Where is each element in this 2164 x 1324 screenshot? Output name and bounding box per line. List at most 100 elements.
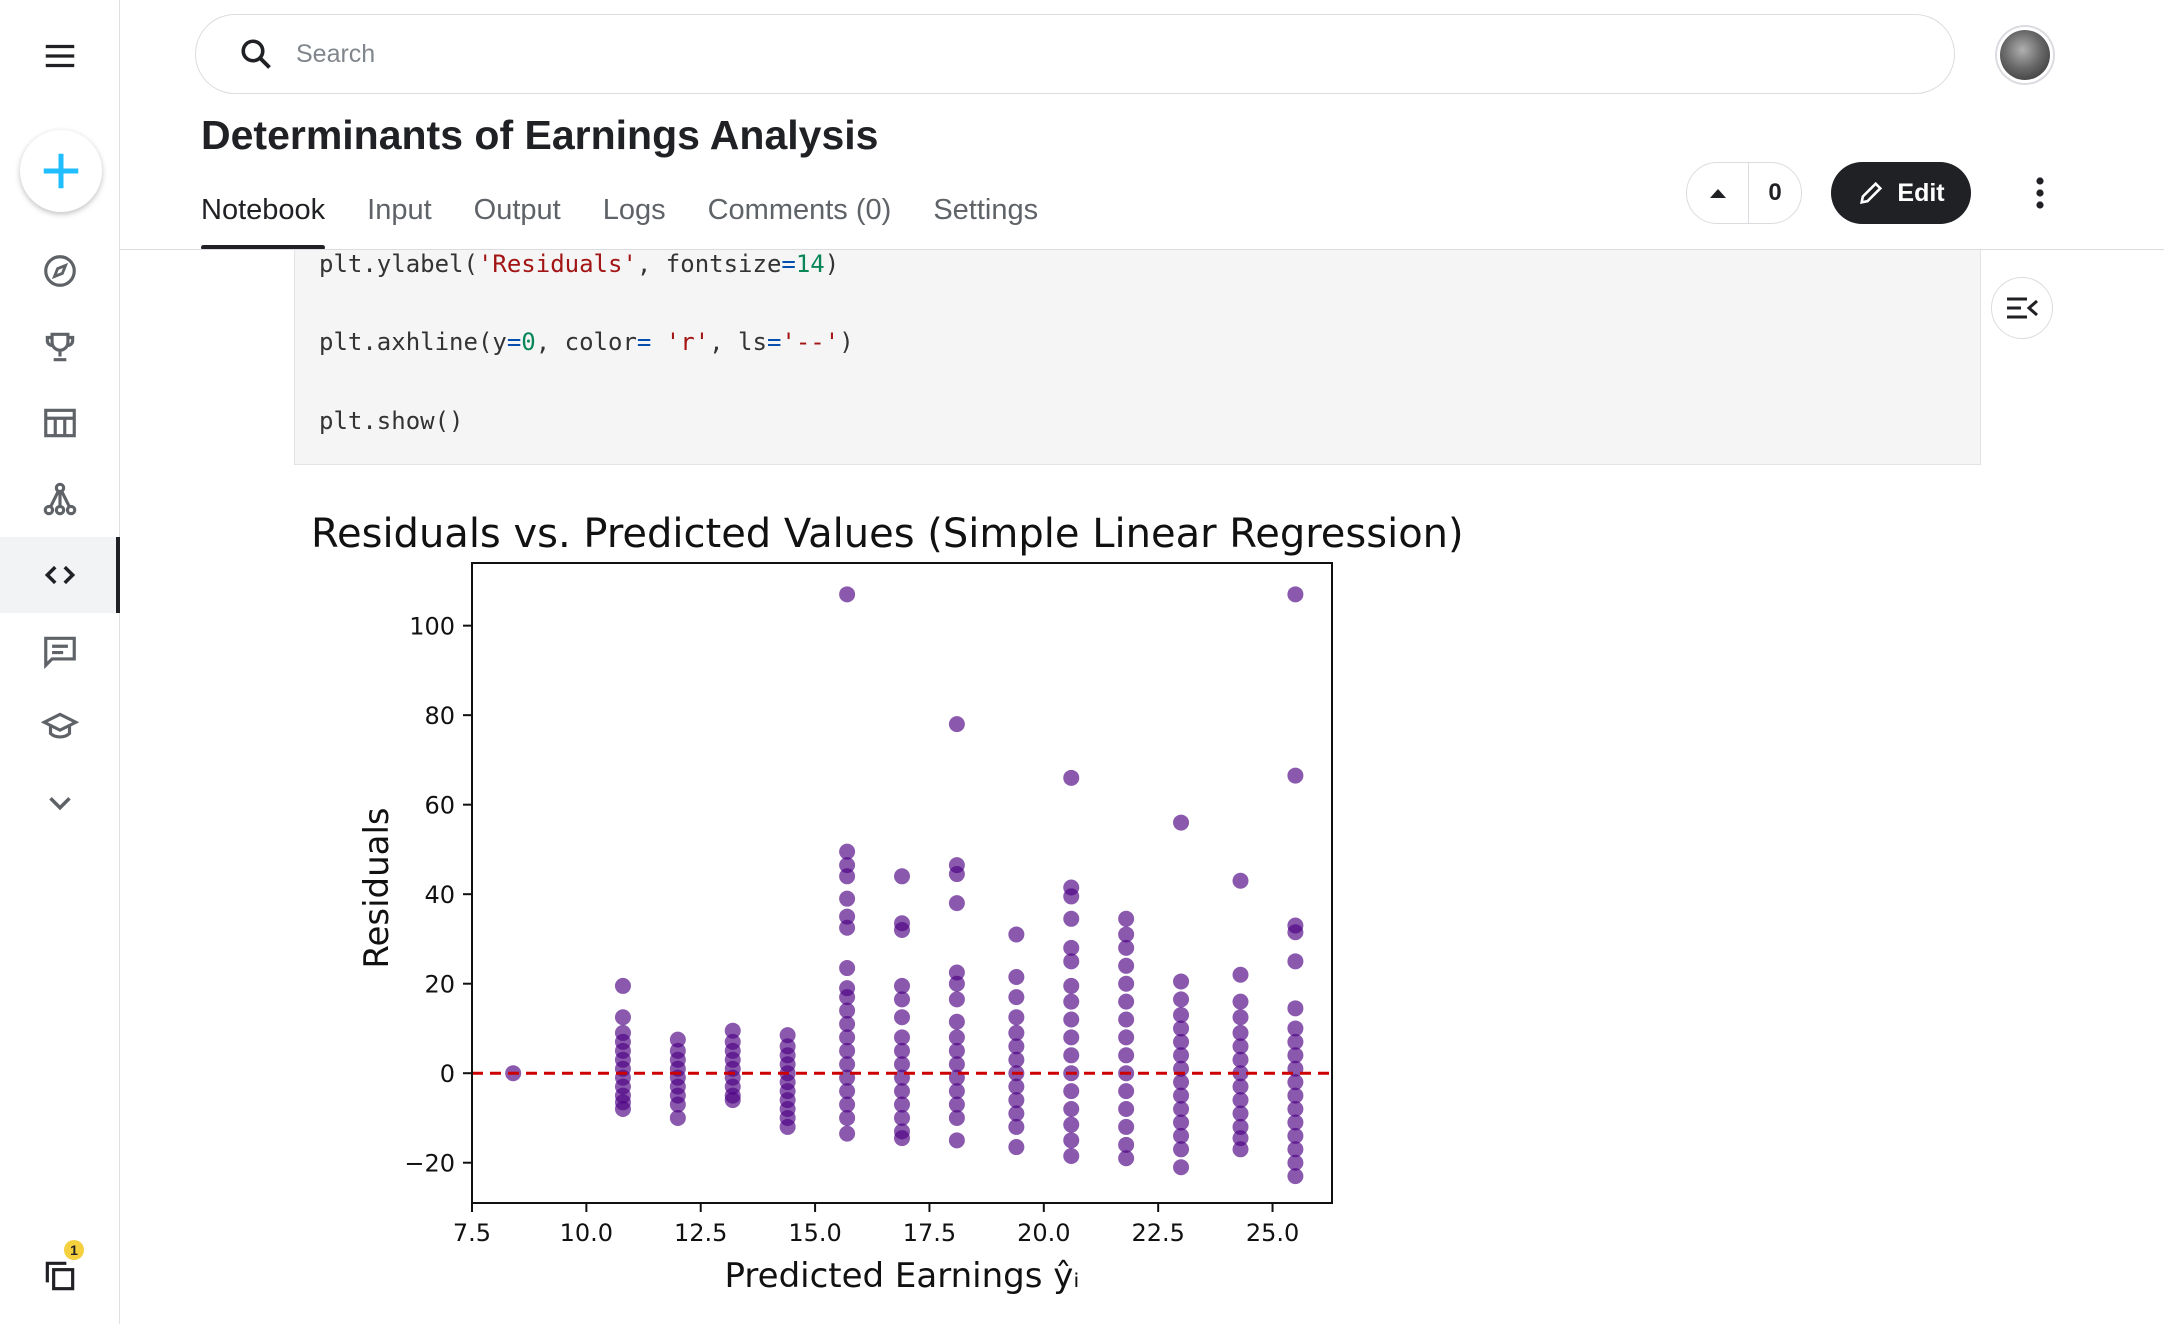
scatter-point (1118, 1150, 1135, 1167)
scatter-point (1063, 977, 1080, 994)
scatter-point (1008, 1139, 1025, 1156)
scatter-point (1287, 1154, 1304, 1171)
scatter-point (669, 1096, 686, 1113)
search-input[interactable] (294, 38, 1798, 70)
x-axis-label: Predicted Earnings ŷᵢ (725, 1256, 1080, 1296)
code-line-2: plt.axhline(y=0, color= 'r', ls='--') (319, 328, 854, 356)
more-options-button[interactable] (2020, 168, 2060, 218)
scatter-point (1173, 1159, 1190, 1176)
scatter-point (1118, 1136, 1135, 1153)
avatar[interactable] (2000, 30, 2050, 80)
vote-count: 0 (1768, 179, 1782, 206)
more-vert-icon (2036, 177, 2044, 209)
scatter-point (839, 1083, 856, 1100)
sidebar-item-competitions[interactable] (0, 309, 119, 385)
x-tick-label: 7.5 (453, 1219, 491, 1247)
scatter-point (894, 1109, 910, 1126)
scatter-point (1118, 957, 1135, 974)
scatter-point (1118, 1047, 1135, 1064)
scatter-point (1173, 1074, 1190, 1091)
scatter-point (1063, 993, 1080, 1010)
scatter-point (894, 1096, 910, 1113)
tab-settings[interactable]: Settings (933, 194, 1039, 226)
sidebar-item-code[interactable] (0, 537, 120, 613)
create-button[interactable] (20, 130, 102, 212)
scatter-point (894, 868, 910, 885)
scatter-point (839, 1002, 856, 1019)
vote-widget: 0 (1686, 162, 1802, 224)
scatter-point (1118, 993, 1135, 1010)
sidebar-more-button[interactable] (0, 765, 119, 841)
scatter-point (1008, 1092, 1025, 1109)
scatter-point (948, 866, 965, 883)
scatter-point (1287, 1033, 1304, 1050)
sidebar-item-datasets[interactable] (0, 385, 119, 461)
scatter-point (1173, 814, 1190, 831)
scatter-point (1063, 1011, 1080, 1028)
tab-output[interactable]: Output (473, 194, 561, 226)
scatter-point (1063, 1083, 1080, 1100)
scatter-point (839, 960, 856, 977)
search-bar[interactable] (195, 14, 1955, 94)
scatter-point (839, 868, 856, 885)
scatter-point (1118, 1011, 1135, 1028)
scatter-points (505, 586, 1304, 1185)
learn-icon (40, 712, 79, 739)
chevron-down-icon (48, 797, 71, 811)
scatter-point (894, 977, 910, 994)
sidebar-item-learn[interactable] (0, 689, 119, 765)
sidebar-item-models[interactable] (0, 461, 119, 537)
code-line-1: plt.ylabel('Residuals', fontsize=14) (319, 250, 840, 278)
scatter-point (1173, 1114, 1190, 1131)
scatter-point (1173, 1141, 1190, 1158)
sidebar-item-discussions[interactable] (0, 613, 119, 689)
toc-icon (2007, 297, 2038, 319)
copy-icon (45, 1261, 74, 1291)
compass-icon (43, 255, 76, 287)
x-tick-label: 17.5 (903, 1219, 956, 1247)
scatter-point (894, 1056, 910, 1073)
x-tick-label: 15.0 (788, 1219, 841, 1247)
tab-input[interactable]: Input (367, 194, 432, 226)
scatter-point (1118, 1029, 1135, 1046)
y-tick-label: 60 (424, 792, 455, 820)
scatter-point (1232, 1118, 1249, 1135)
scatter-point (1063, 888, 1080, 905)
scatter-point (1232, 1141, 1249, 1158)
scatter-point (1118, 975, 1135, 992)
sidebar-item-your-work[interactable] (0, 1238, 119, 1314)
scatter-point (948, 1013, 965, 1030)
y-tick-label: 20 (424, 971, 455, 999)
scatter-point (1287, 1020, 1304, 1037)
tab-logs[interactable]: Logs (602, 194, 666, 226)
edit-button[interactable]: Edit (1831, 162, 1971, 224)
sidebar-item-explore[interactable] (0, 233, 119, 309)
scatter-point (614, 1101, 631, 1118)
scatter-point (948, 1132, 965, 1149)
x-tick-label: 20.0 (1017, 1219, 1070, 1247)
table-of-contents-button[interactable] (1991, 277, 2053, 339)
code-icon (44, 565, 75, 585)
tab-notebook[interactable]: Notebook (201, 188, 326, 250)
scatter-point (1287, 1114, 1304, 1131)
scatter-point (1173, 973, 1190, 990)
scatter-point (839, 1029, 856, 1046)
scatter-point (1173, 1087, 1190, 1104)
upvote-button[interactable] (1687, 163, 1749, 223)
scatter-point (839, 919, 856, 936)
scatter-point (948, 1042, 965, 1059)
code-cell[interactable]: plt.ylabel('Residuals', fontsize=14) plt… (294, 250, 1981, 465)
pencil-icon (1860, 181, 1883, 204)
x-tick-label: 25.0 (1246, 1219, 1299, 1247)
menu-button[interactable] (0, 18, 119, 94)
scatter-point (948, 1109, 965, 1126)
scatter-point (1063, 910, 1080, 927)
tab-comments[interactable]: Comments (0) (707, 194, 892, 226)
scatter-point (1118, 1083, 1135, 1100)
caret-up-icon (1709, 189, 1726, 198)
x-tick-label: 10.0 (560, 1219, 613, 1247)
scatter-point (1008, 1009, 1025, 1026)
scatter-point (669, 1109, 686, 1126)
scatter-point (1287, 1087, 1304, 1104)
scatter-point (894, 1009, 910, 1026)
